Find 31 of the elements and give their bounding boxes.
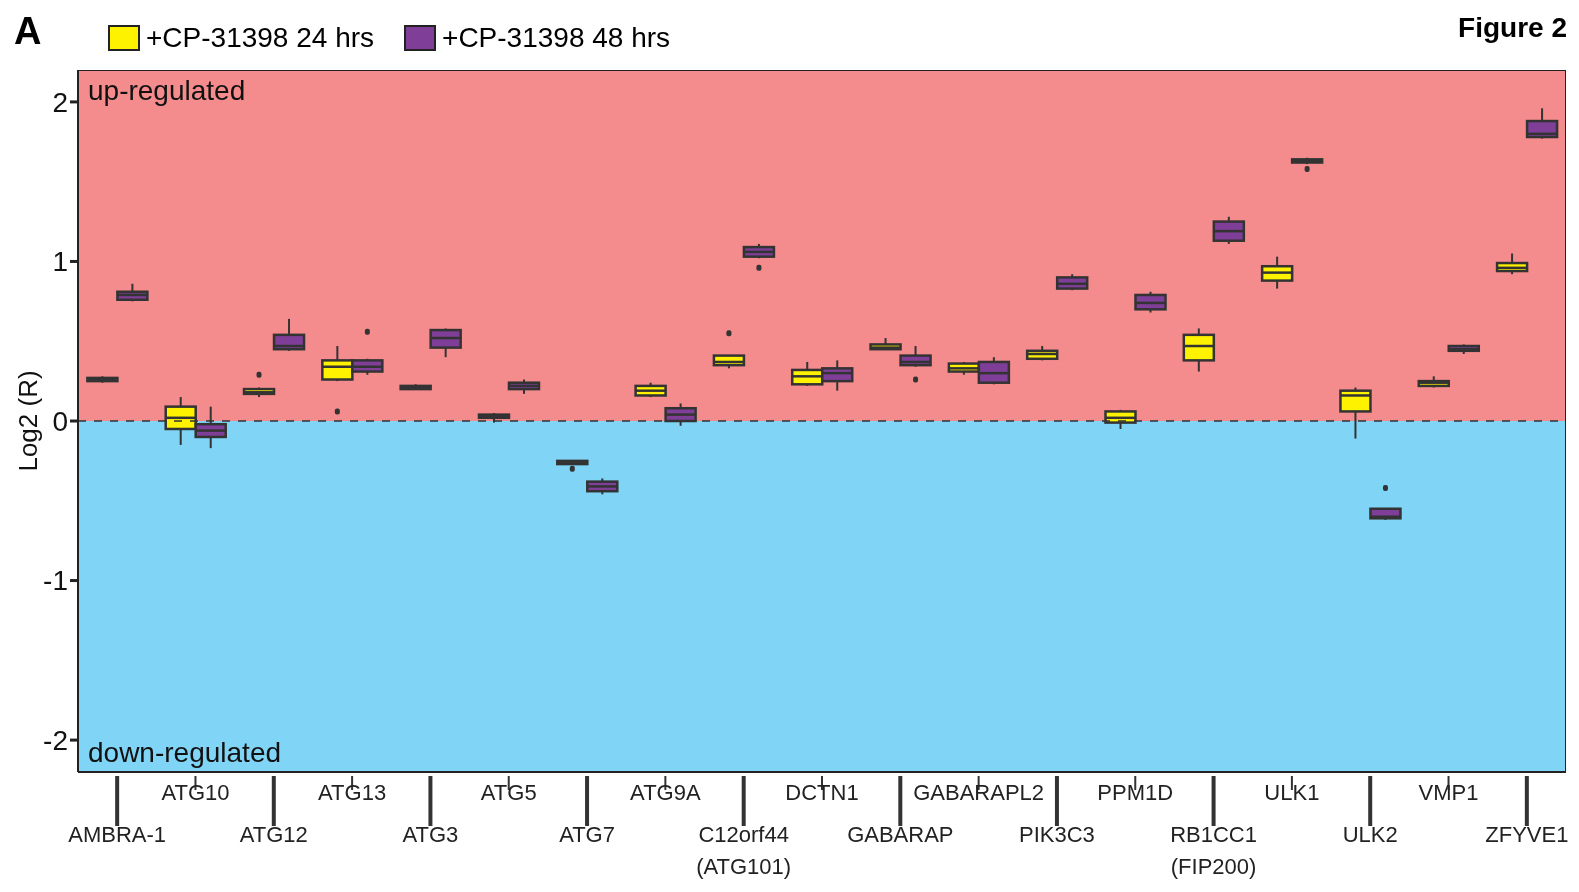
x-tick-label: ATG10 (161, 780, 230, 805)
legend-label: +CP-31398 48 hrs (442, 22, 671, 54)
y-tick-label: 1 (52, 246, 68, 278)
x-tick-label: ATG7 (559, 822, 615, 847)
chart-title: Figure 2 (1458, 12, 1567, 44)
x-tick-label: PIK3C3 (1019, 822, 1095, 847)
x-tick-label: VMP1 (1418, 780, 1479, 805)
x-tick-label: ATG12 (239, 822, 308, 847)
y-axis-title: Log2 (R) (13, 370, 44, 472)
text: A (14, 10, 42, 53)
band-label: down-regulated (88, 737, 282, 768)
x-tick-label: ATG3 (402, 822, 459, 847)
x-tick-label: ZFYVE1 (1485, 822, 1569, 847)
x-tick-label: PPM1D (1097, 780, 1174, 805)
x-tick-label: ATG13 (318, 780, 387, 805)
legend-label: +CP-31398 24 hrs (146, 22, 375, 54)
x-tick-label: GABARAPL2 (913, 780, 1045, 805)
x-tick-label: ATG9A (630, 780, 701, 805)
y-tick-label: -1 (43, 565, 68, 597)
x-tick-label: ULK2 (1342, 822, 1398, 847)
x-tick-label: RB1CC1 (FIP200) (1170, 822, 1257, 879)
y-tick-label: 0 (52, 405, 68, 437)
y-tick-label: 2 (52, 86, 68, 118)
x-tick-label: ATG5 (480, 780, 537, 805)
x-tick-label: GABARAP (847, 822, 954, 847)
band-label: up-regulated (88, 74, 246, 106)
x-tick-label: C12orf44 (ATG101) (696, 822, 792, 879)
x-tick-label: AMBRA-1 (68, 822, 167, 847)
x-tick-label: ULK1 (1264, 780, 1320, 805)
y-tick-label: -2 (43, 725, 68, 757)
x-tick-label: DCTN1 (785, 780, 859, 805)
